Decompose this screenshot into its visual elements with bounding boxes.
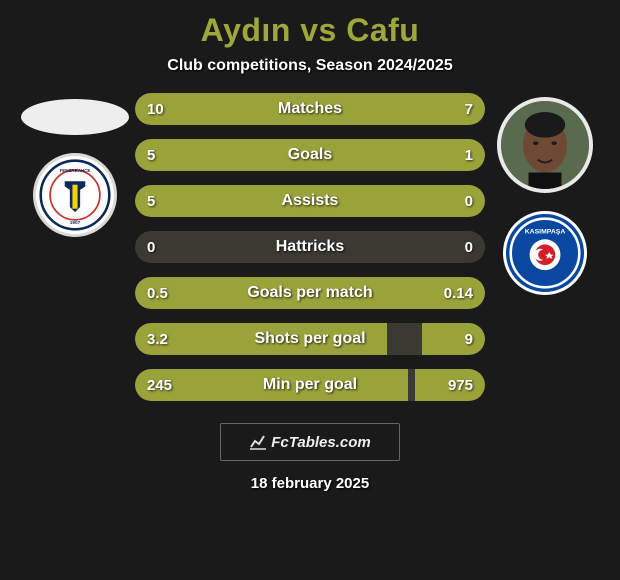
stat-bar: 00Hattricks [135, 231, 485, 263]
stat-label: Min per goal [135, 369, 485, 401]
date-text: 18 february 2025 [251, 475, 369, 492]
main-row: FENERBAHÇE 1907 107Matches 51Goals 50Assis… [0, 93, 620, 401]
player-face-icon [501, 101, 589, 189]
stat-label: Shots per goal [135, 323, 485, 355]
stat-label: Assists [135, 185, 485, 217]
stat-label: Goals per match [135, 277, 485, 309]
stat-bar: 245975Min per goal [135, 369, 485, 401]
stat-label: Hattricks [135, 231, 485, 263]
fctables-logo: FcTables.com [220, 423, 400, 461]
club-left-badge: FENERBAHÇE 1907 [33, 153, 117, 237]
svg-text:FENERBAHÇE: FENERBAHÇE [60, 168, 91, 173]
club-right-badge: KASIMPAŞA [503, 211, 587, 295]
stat-bar: 107Matches [135, 93, 485, 125]
stats-column: 107Matches 51Goals 50Assists 00Hattricks 0.5… [135, 93, 485, 401]
page-subtitle: Club competitions, Season 2024/2025 [167, 57, 452, 75]
stat-label: Goals [135, 139, 485, 171]
left-column: FENERBAHÇE 1907 [15, 93, 135, 237]
right-column: KASIMPAŞA [485, 93, 605, 295]
kasimpasa-badge-icon: KASIMPAŞA [509, 217, 581, 289]
stat-bar: 50Assists [135, 185, 485, 217]
svg-text:1907: 1907 [70, 220, 81, 225]
stat-label: Matches [135, 93, 485, 125]
svg-text:KASIMPAŞA: KASIMPAŞA [525, 228, 566, 235]
player-right-avatar [497, 97, 593, 193]
logo-text: FcTables.com [271, 434, 370, 451]
fenerbahce-badge-icon: FENERBAHÇE 1907 [39, 159, 111, 231]
page-title: Aydın vs Cafu [201, 12, 420, 49]
player-left-avatar [21, 99, 129, 135]
stat-bar: 3.29Shots per goal [135, 323, 485, 355]
comparison-card: Aydın vs Cafu Club competitions, Season … [0, 0, 620, 580]
chart-icon [249, 433, 267, 451]
stat-bar: 0.50.14Goals per match [135, 277, 485, 309]
stat-bar: 51Goals [135, 139, 485, 171]
